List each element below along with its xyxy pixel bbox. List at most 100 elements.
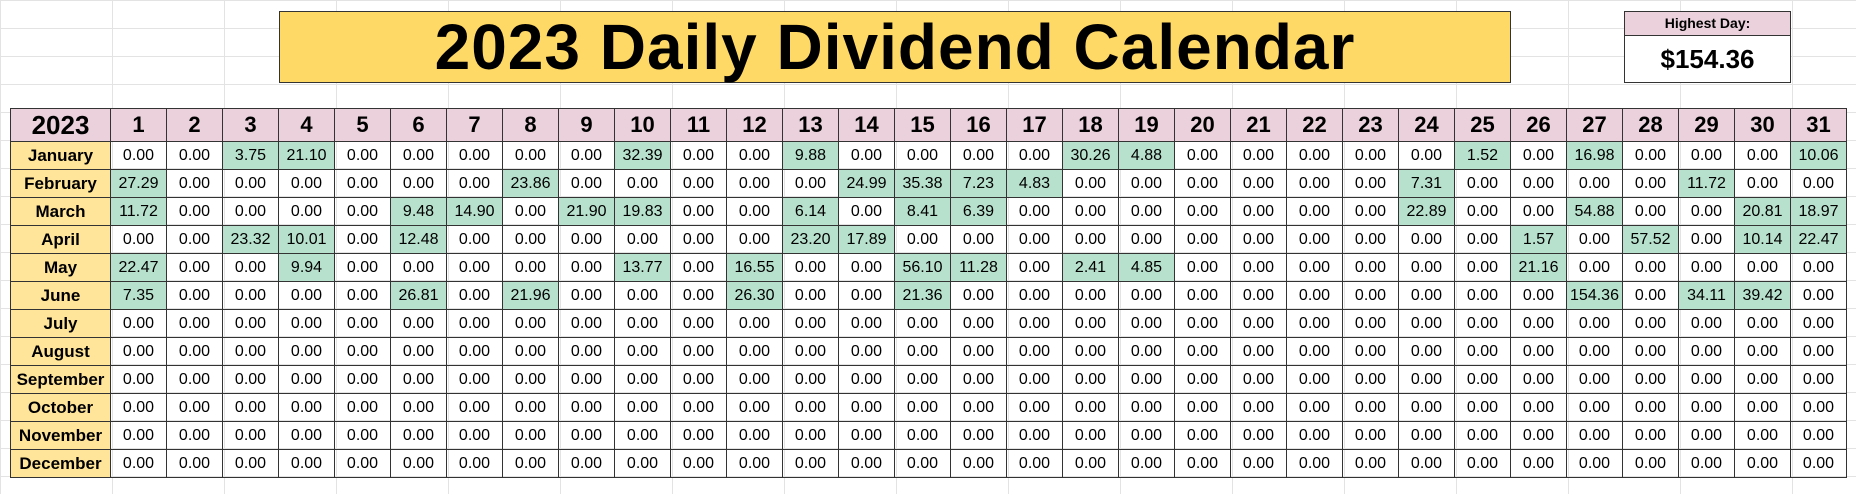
dividend-cell[interactable]: 0.00 xyxy=(726,337,783,366)
dividend-cell[interactable]: 0.00 xyxy=(1118,421,1175,450)
dividend-cell[interactable]: 0.00 xyxy=(614,169,671,198)
dividend-cell[interactable]: 0.00 xyxy=(390,253,447,282)
dividend-cell[interactable]: 0.00 xyxy=(334,281,391,310)
dividend-cell[interactable]: 0.00 xyxy=(1734,421,1791,450)
dividend-cell[interactable]: 0.00 xyxy=(222,197,279,226)
dividend-cell[interactable]: 0.00 xyxy=(1678,309,1735,338)
dividend-cell[interactable]: 0.00 xyxy=(1118,169,1175,198)
dividend-cell[interactable]: 0.00 xyxy=(670,337,727,366)
dividend-cell[interactable]: 0.00 xyxy=(1118,281,1175,310)
dividend-cell[interactable]: 0.00 xyxy=(1510,281,1567,310)
dividend-cell[interactable]: 0.00 xyxy=(1454,197,1511,226)
day-header[interactable]: 6 xyxy=(390,108,447,142)
dividend-cell[interactable]: 0.00 xyxy=(1566,365,1623,394)
dividend-cell[interactable]: 0.00 xyxy=(1006,253,1063,282)
day-header[interactable]: 13 xyxy=(782,108,839,142)
dividend-cell[interactable]: 0.00 xyxy=(334,365,391,394)
dividend-cell[interactable]: 0.00 xyxy=(1342,197,1399,226)
dividend-cell[interactable]: 26.81 xyxy=(390,281,447,310)
month-label[interactable]: April xyxy=(10,225,111,254)
dividend-cell[interactable]: 9.94 xyxy=(278,253,335,282)
dividend-cell[interactable]: 0.00 xyxy=(894,393,951,422)
dividend-cell[interactable]: 0.00 xyxy=(1454,309,1511,338)
dividend-cell[interactable]: 0.00 xyxy=(1510,449,1567,478)
day-header[interactable]: 1 xyxy=(110,108,167,142)
dividend-cell[interactable]: 21.36 xyxy=(894,281,951,310)
dividend-cell[interactable]: 0.00 xyxy=(1286,421,1343,450)
dividend-cell[interactable]: 0.00 xyxy=(614,421,671,450)
dividend-cell[interactable]: 0.00 xyxy=(1174,421,1231,450)
dividend-cell[interactable]: 0.00 xyxy=(614,393,671,422)
dividend-cell[interactable]: 0.00 xyxy=(1454,169,1511,198)
dividend-cell[interactable]: 0.00 xyxy=(1174,141,1231,170)
dividend-cell[interactable]: 0.00 xyxy=(1622,309,1679,338)
dividend-cell[interactable]: 0.00 xyxy=(1118,309,1175,338)
dividend-cell[interactable]: 0.00 xyxy=(446,309,503,338)
dividend-cell[interactable]: 0.00 xyxy=(1118,225,1175,254)
dividend-cell[interactable]: 0.00 xyxy=(670,225,727,254)
dividend-cell[interactable]: 0.00 xyxy=(334,169,391,198)
dividend-cell[interactable]: 0.00 xyxy=(1510,169,1567,198)
dividend-cell[interactable]: 0.00 xyxy=(278,197,335,226)
dividend-cell[interactable]: 0.00 xyxy=(1118,197,1175,226)
dividend-cell[interactable]: 0.00 xyxy=(782,393,839,422)
dividend-cell[interactable]: 0.00 xyxy=(222,421,279,450)
dividend-cell[interactable]: 0.00 xyxy=(110,141,167,170)
dividend-cell[interactable]: 21.90 xyxy=(558,197,615,226)
dividend-cell[interactable]: 0.00 xyxy=(446,393,503,422)
dividend-cell[interactable]: 0.00 xyxy=(726,365,783,394)
day-header[interactable]: 19 xyxy=(1118,108,1175,142)
dividend-cell[interactable]: 0.00 xyxy=(670,421,727,450)
dividend-cell[interactable]: 0.00 xyxy=(1286,449,1343,478)
dividend-cell[interactable]: 0.00 xyxy=(1734,365,1791,394)
dividend-cell[interactable]: 0.00 xyxy=(1230,169,1287,198)
dividend-cell[interactable]: 0.00 xyxy=(446,281,503,310)
dividend-cell[interactable]: 0.00 xyxy=(1286,309,1343,338)
dividend-cell[interactable]: 0.00 xyxy=(334,141,391,170)
month-label[interactable]: May xyxy=(10,253,111,282)
dividend-cell[interactable]: 0.00 xyxy=(1622,449,1679,478)
day-header[interactable]: 22 xyxy=(1286,108,1343,142)
dividend-cell[interactable]: 0.00 xyxy=(1622,253,1679,282)
dividend-cell[interactable]: 0.00 xyxy=(278,449,335,478)
dividend-cell[interactable]: 0.00 xyxy=(1398,421,1455,450)
dividend-cell[interactable]: 0.00 xyxy=(950,141,1007,170)
dividend-cell[interactable]: 7.31 xyxy=(1398,169,1455,198)
dividend-cell[interactable]: 0.00 xyxy=(1174,225,1231,254)
dividend-cell[interactable]: 0.00 xyxy=(558,169,615,198)
dividend-cell[interactable]: 0.00 xyxy=(1566,337,1623,366)
dividend-cell[interactable]: 0.00 xyxy=(1006,365,1063,394)
dividend-cell[interactable]: 0.00 xyxy=(222,169,279,198)
dividend-cell[interactable]: 0.00 xyxy=(1454,365,1511,394)
month-label[interactable]: September xyxy=(10,365,111,394)
dividend-cell[interactable]: 0.00 xyxy=(670,141,727,170)
dividend-cell[interactable]: 0.00 xyxy=(110,309,167,338)
day-header[interactable]: 24 xyxy=(1398,108,1455,142)
dividend-cell[interactable]: 0.00 xyxy=(670,393,727,422)
dividend-cell[interactable]: 0.00 xyxy=(166,225,223,254)
dividend-cell[interactable]: 0.00 xyxy=(1566,169,1623,198)
dividend-cell[interactable]: 0.00 xyxy=(390,393,447,422)
dividend-cell[interactable]: 0.00 xyxy=(1510,141,1567,170)
dividend-cell[interactable]: 0.00 xyxy=(166,169,223,198)
dividend-cell[interactable]: 0.00 xyxy=(1622,197,1679,226)
dividend-cell[interactable]: 10.06 xyxy=(1790,141,1847,170)
dividend-cell[interactable]: 0.00 xyxy=(1230,393,1287,422)
dividend-cell[interactable]: 0.00 xyxy=(1510,337,1567,366)
day-header[interactable]: 30 xyxy=(1734,108,1791,142)
dividend-cell[interactable]: 0.00 xyxy=(1510,421,1567,450)
dividend-cell[interactable]: 0.00 xyxy=(950,225,1007,254)
dividend-cell[interactable]: 0.00 xyxy=(502,253,559,282)
dividend-cell[interactable]: 0.00 xyxy=(838,365,895,394)
dividend-cell[interactable]: 35.38 xyxy=(894,169,951,198)
dividend-cell[interactable]: 0.00 xyxy=(446,169,503,198)
dividend-cell[interactable]: 0.00 xyxy=(1398,337,1455,366)
dividend-cell[interactable]: 0.00 xyxy=(1454,281,1511,310)
dividend-cell[interactable]: 0.00 xyxy=(1398,281,1455,310)
dividend-cell[interactable]: 8.41 xyxy=(894,197,951,226)
dividend-cell[interactable]: 0.00 xyxy=(558,365,615,394)
dividend-cell[interactable]: 0.00 xyxy=(894,421,951,450)
dividend-cell[interactable]: 21.10 xyxy=(278,141,335,170)
day-header[interactable]: 26 xyxy=(1510,108,1567,142)
dividend-cell[interactable]: 6.14 xyxy=(782,197,839,226)
